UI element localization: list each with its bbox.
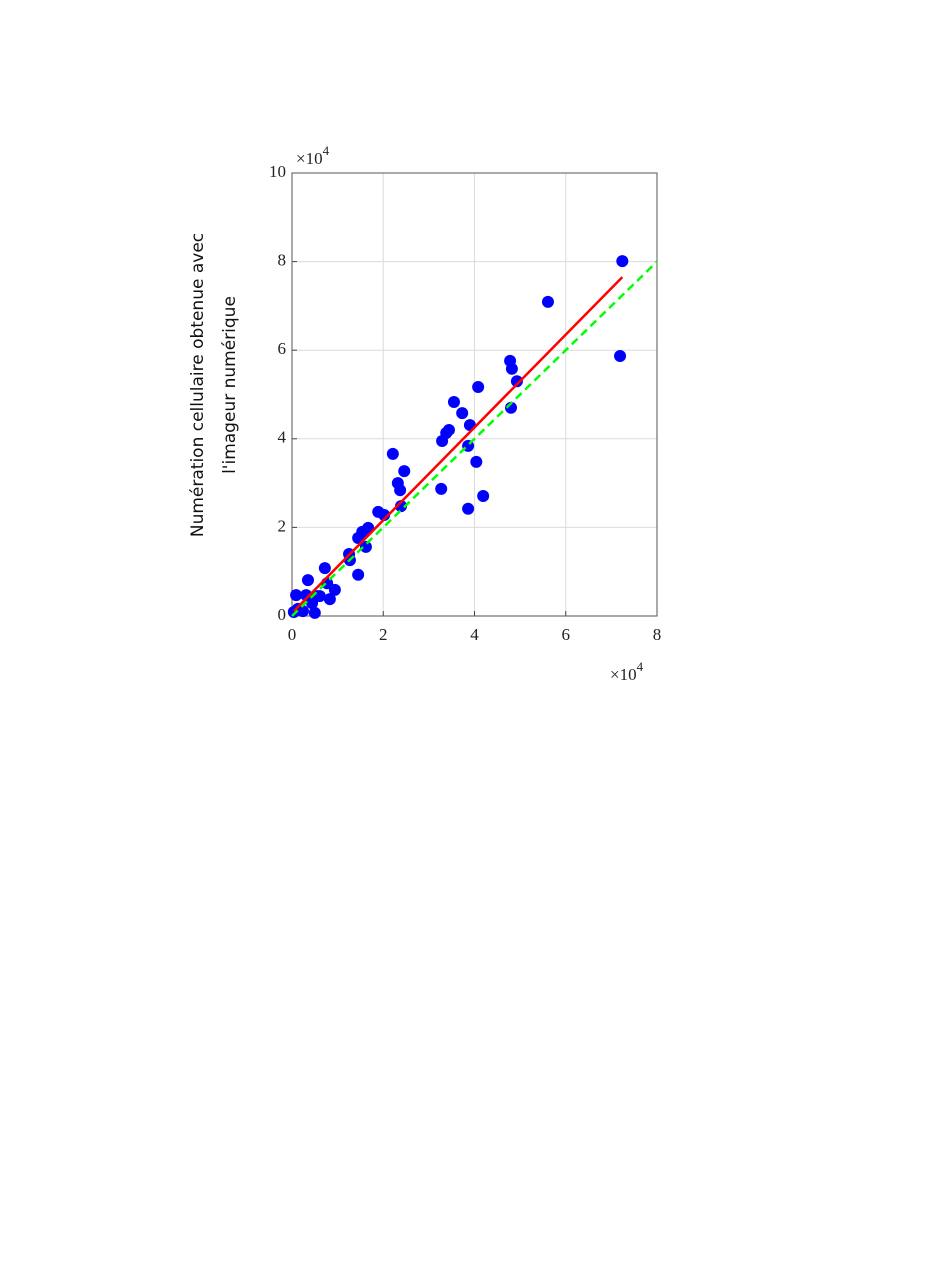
x-tick-label: 2 [379, 625, 388, 644]
multiplier-exponent: 4 [323, 143, 330, 158]
point [505, 362, 518, 375]
plot-frame [291, 172, 658, 617]
y-tick-label: 2 [278, 516, 287, 535]
point [352, 568, 365, 581]
point [472, 380, 485, 393]
y-tick-label: 6 [278, 339, 287, 358]
point [323, 593, 336, 606]
point [456, 407, 469, 420]
point [318, 562, 331, 575]
y-tick-label: 4 [278, 428, 287, 447]
point [477, 489, 490, 502]
x-tick-label: 0 [288, 625, 297, 644]
y-tick-label: 10 [269, 162, 286, 181]
x-multiplier: ×104 [610, 659, 644, 684]
y-tick-label: 8 [278, 251, 287, 270]
point [394, 484, 407, 497]
x-tick-label: 8 [653, 625, 662, 644]
multiplier-base: ×10 [610, 665, 637, 684]
point [436, 435, 449, 448]
x-tick-label: 4 [470, 625, 479, 644]
point [359, 540, 372, 553]
point [541, 295, 554, 308]
y-axis-label: l'imageur numérique [220, 296, 240, 474]
fit-line [291, 260, 658, 617]
y-multiplier: ×104 [296, 143, 330, 168]
point [447, 396, 460, 409]
point [616, 255, 629, 268]
fit-line [292, 276, 624, 613]
point [614, 349, 627, 362]
point [301, 574, 314, 587]
point [470, 455, 483, 468]
y-axis-label: Numération cellulaire obtenue avec [188, 233, 208, 537]
multiplier-exponent: 4 [637, 659, 644, 674]
point [462, 502, 475, 515]
point [290, 589, 303, 602]
point [308, 606, 321, 619]
x-tick-label: 6 [562, 625, 571, 644]
point [510, 375, 523, 388]
point [395, 500, 408, 513]
multiplier-base: ×10 [296, 149, 323, 168]
point [398, 465, 411, 478]
point [386, 447, 399, 460]
point [435, 482, 448, 495]
y-tick-label: 0 [278, 605, 287, 624]
point [328, 583, 341, 596]
